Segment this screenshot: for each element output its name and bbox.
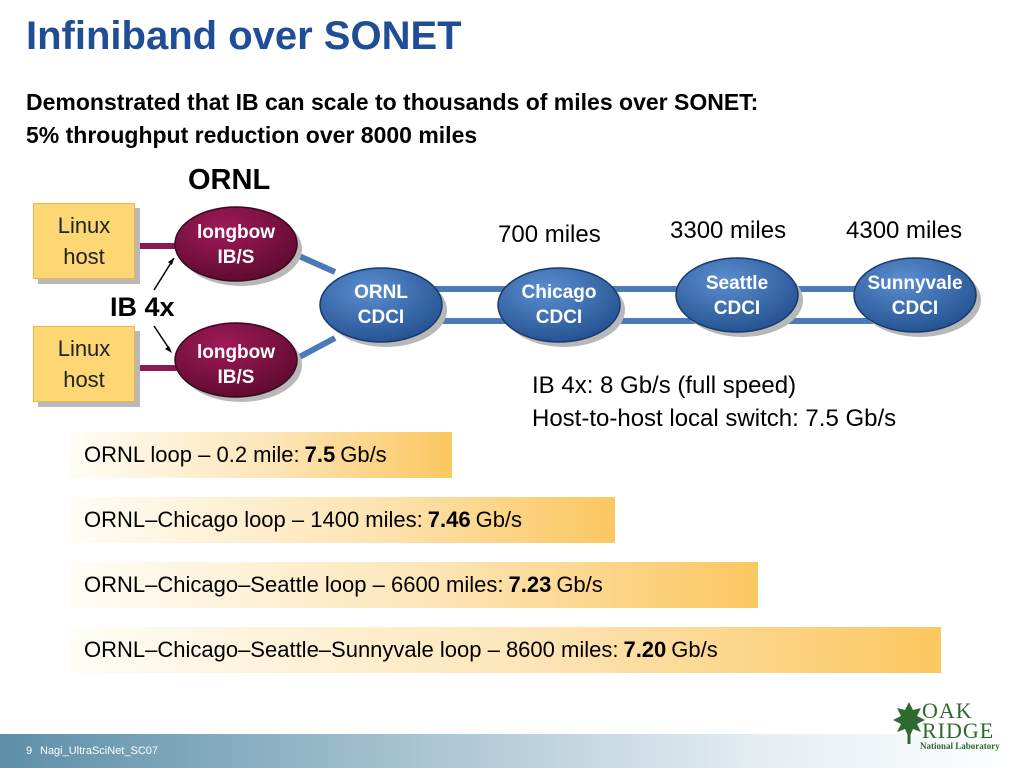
ornl-cdci-node (319, 267, 443, 343)
longbow-bottom-line2: IB/S (217, 367, 255, 388)
longbow-top-line1: longbow (196, 222, 276, 243)
loop-4-unit: Gb/s (671, 637, 718, 662)
loop-3-prefix: ORNL–Chicago–Seattle loop – 6600 miles: (84, 572, 504, 597)
footer-presentation-name: Nagi_UltraSciNet_SC07 (40, 745, 158, 757)
ornl-cdci-label: ORNL CDCI (321, 280, 441, 330)
loop-1-value: 7.5 (304, 442, 336, 467)
sunnyvale-cdci-label: Sunnyvale CDCI (855, 271, 975, 321)
linux-host-top-line1: Linux (57, 213, 111, 238)
logo-ridge-text: RIDGE (922, 718, 995, 743)
longbow-top-node (174, 206, 298, 282)
leaf-icon (893, 702, 925, 744)
ornl-site-label: ORNL (188, 164, 271, 196)
slide-subtitle: Demonstrated that IB can scale to thousa… (26, 86, 1006, 152)
ornl-cdci-line2: CDCI (357, 307, 405, 328)
logo-oak-text: OAK (922, 698, 973, 723)
longbow-bottom-node (174, 322, 298, 398)
loop-result-3: ORNL–Chicago–Seattle loop – 6600 miles: … (70, 562, 758, 608)
loop-2-prefix: ORNL–Chicago loop – 1400 miles: (84, 507, 423, 532)
ornl-logo: OAK RIDGE National Laboratory (892, 698, 1012, 751)
seattle-cdci-node (675, 257, 799, 333)
chicago-cdci-line1: Chicago (521, 282, 597, 303)
info-line-1: IB 4x: 8 Gb/s (full speed) (532, 372, 797, 399)
linux-host-top-line2: host (63, 244, 105, 269)
slide-footer: 9 Nagi_UltraSciNet_SC07 (0, 734, 1024, 768)
chicago-cdci-label: Chicago CDCI (499, 280, 619, 330)
loop-result-4: ORNL–Chicago–Seattle–Sunnyvale loop – 86… (70, 627, 941, 673)
sunnyvale-cdci-line2: CDCI (891, 298, 939, 319)
sunnyvale-cdci-node (853, 257, 977, 333)
arrowhead-ib4x-top (168, 258, 174, 265)
subtitle-line-1: Demonstrated that IB can scale to thousa… (26, 89, 759, 115)
longbow-top-label: longbow IB/S (176, 220, 296, 270)
loop-4-value: 7.20 (623, 637, 667, 662)
seattle-cdci-label: Seattle CDCI (677, 271, 797, 321)
miles-seattle: 3300 miles (670, 217, 787, 244)
footer-page-number: 9 (26, 745, 33, 757)
subtitle-line-2: 5% throughput reduction over 8000 miles (26, 122, 478, 148)
logo-national-laboratory: National Laboratory (920, 741, 1000, 751)
ib4x-label: IB 4x (110, 292, 175, 322)
chicago-cdci-line2: CDCI (535, 307, 583, 328)
linux-host-bottom-line2: host (63, 367, 105, 392)
loop-3-unit: Gb/s (556, 572, 603, 597)
loop-4-prefix: ORNL–Chicago–Seattle–Sunnyvale loop – 86… (84, 637, 619, 662)
linux-host-top: Linux host (33, 203, 135, 279)
longbow-top-line2: IB/S (217, 247, 255, 268)
loop-2-value: 7.46 (427, 507, 471, 532)
seattle-cdci-line1: Seattle (705, 273, 769, 294)
info-line-2: Host-to-host local switch: 7.5 Gb/s (532, 405, 897, 432)
longbow-bottom-line1: longbow (196, 342, 276, 363)
loop-result-1: ORNL loop – 0.2 mile: 7.5 Gb/s (70, 432, 452, 478)
miles-chicago: 700 miles (498, 221, 601, 248)
arrow-ib4x-bottom (153, 325, 171, 351)
bandwidth-info: IB 4x: 8 Gb/s (full speed) Host-to-host … (532, 369, 896, 435)
arrowhead-ib4x-bottom (165, 346, 172, 353)
sunnyvale-cdci-line1: Sunnyvale (867, 273, 963, 294)
longbow-bottom-label: longbow IB/S (176, 340, 296, 390)
loop-1-unit: Gb/s (340, 442, 387, 467)
linux-host-bottom: Linux host (33, 326, 135, 402)
chicago-cdci-node (497, 267, 621, 343)
ornl-cdci-line1: ORNL (354, 282, 408, 303)
loop-result-2: ORNL–Chicago loop – 1400 miles: 7.46 Gb/… (70, 497, 615, 543)
linux-host-bottom-line1: Linux (57, 336, 111, 361)
slide-title: Infiniband over SONET (26, 14, 462, 58)
miles-sunnyvale: 4300 miles (846, 217, 963, 244)
seattle-cdci-line2: CDCI (713, 298, 761, 319)
loop-3-value: 7.23 (508, 572, 552, 597)
loop-2-unit: Gb/s (475, 507, 523, 532)
loop-1-prefix: ORNL loop – 0.2 mile: (84, 442, 300, 467)
